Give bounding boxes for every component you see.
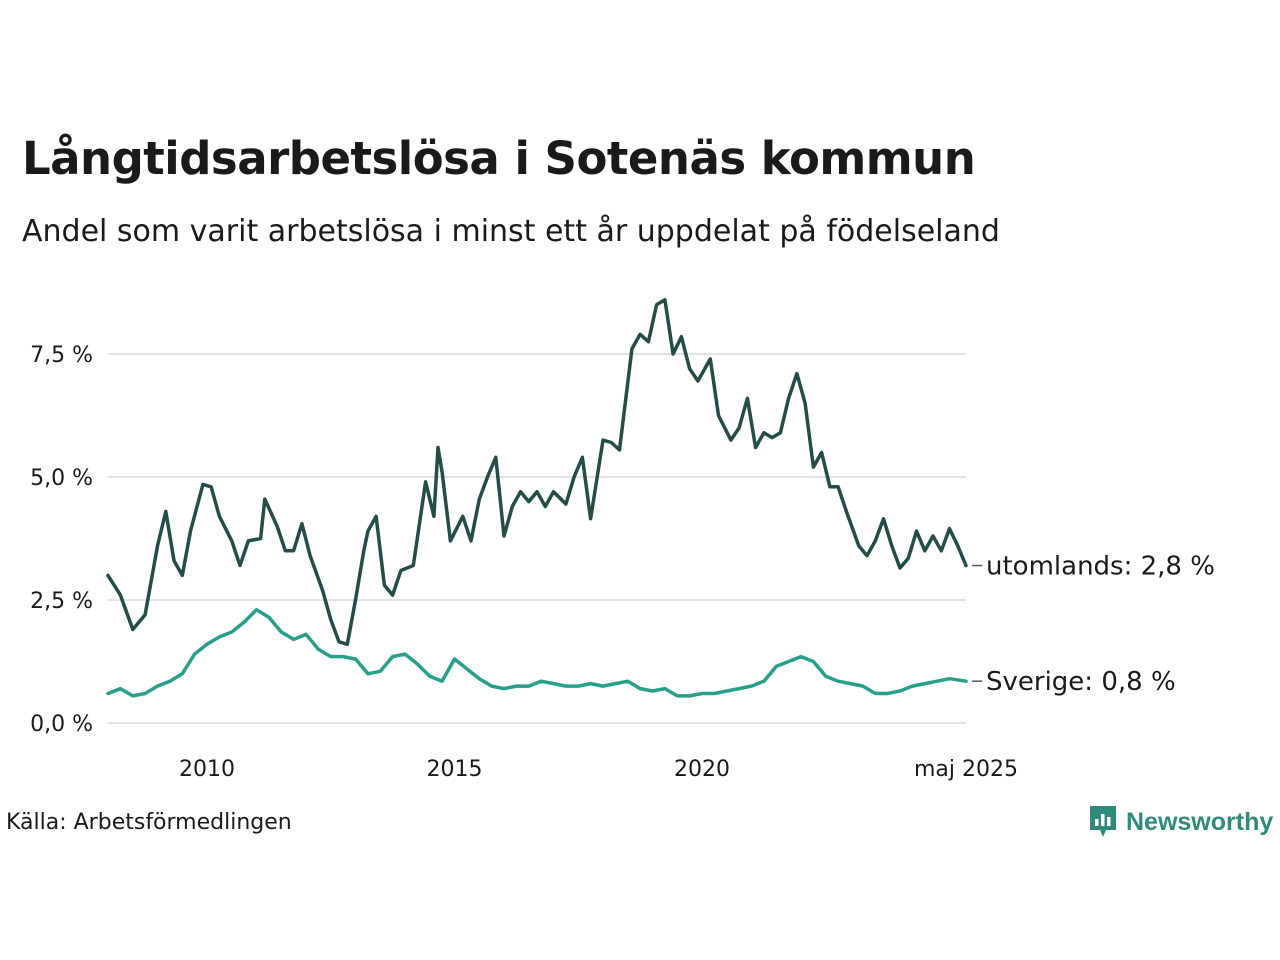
gridlines — [108, 352, 966, 724]
chart-title: Långtidsarbetslösa i Sotenäs kommun — [22, 132, 976, 185]
series-lines — [106, 298, 968, 698]
newsworthy-logo: Newsworthy — [1088, 804, 1273, 840]
end-label-sverige: Sverige: 0,8 % — [986, 667, 1176, 697]
logo-text: Newsworthy — [1126, 807, 1274, 836]
chart-subtitle: Andel som varit arbetslösa i minst ett å… — [22, 214, 1000, 249]
x-tick-label: 2015 — [427, 757, 483, 782]
x-tick-label: 2020 — [674, 757, 730, 782]
bar-chart-icon — [1090, 806, 1116, 837]
series-line-sverige — [106, 608, 968, 698]
series-line-utomlands — [106, 298, 968, 647]
y-tick-label: 7,5 % — [30, 343, 93, 368]
x-tick-label: 2010 — [179, 757, 235, 782]
y-tick-label: 0,0 % — [30, 712, 93, 737]
y-axis-tick-labels: 0,0 % 2,5 % 5,0 % 7,5 % — [30, 343, 93, 737]
y-tick-label: 5,0 % — [30, 466, 93, 491]
series-end-labels: utomlands: 2,8 % Sverige: 0,8 % — [972, 552, 1215, 697]
end-label-utomlands: utomlands: 2,8 % — [986, 552, 1215, 582]
source-note: Källa: Arbetsförmedlingen — [6, 810, 292, 835]
x-tick-label: maj 2025 — [914, 757, 1018, 782]
x-axis-tick-labels: 2010 2015 2020 maj 2025 — [179, 757, 1018, 782]
y-tick-label: 2,5 % — [30, 589, 93, 614]
